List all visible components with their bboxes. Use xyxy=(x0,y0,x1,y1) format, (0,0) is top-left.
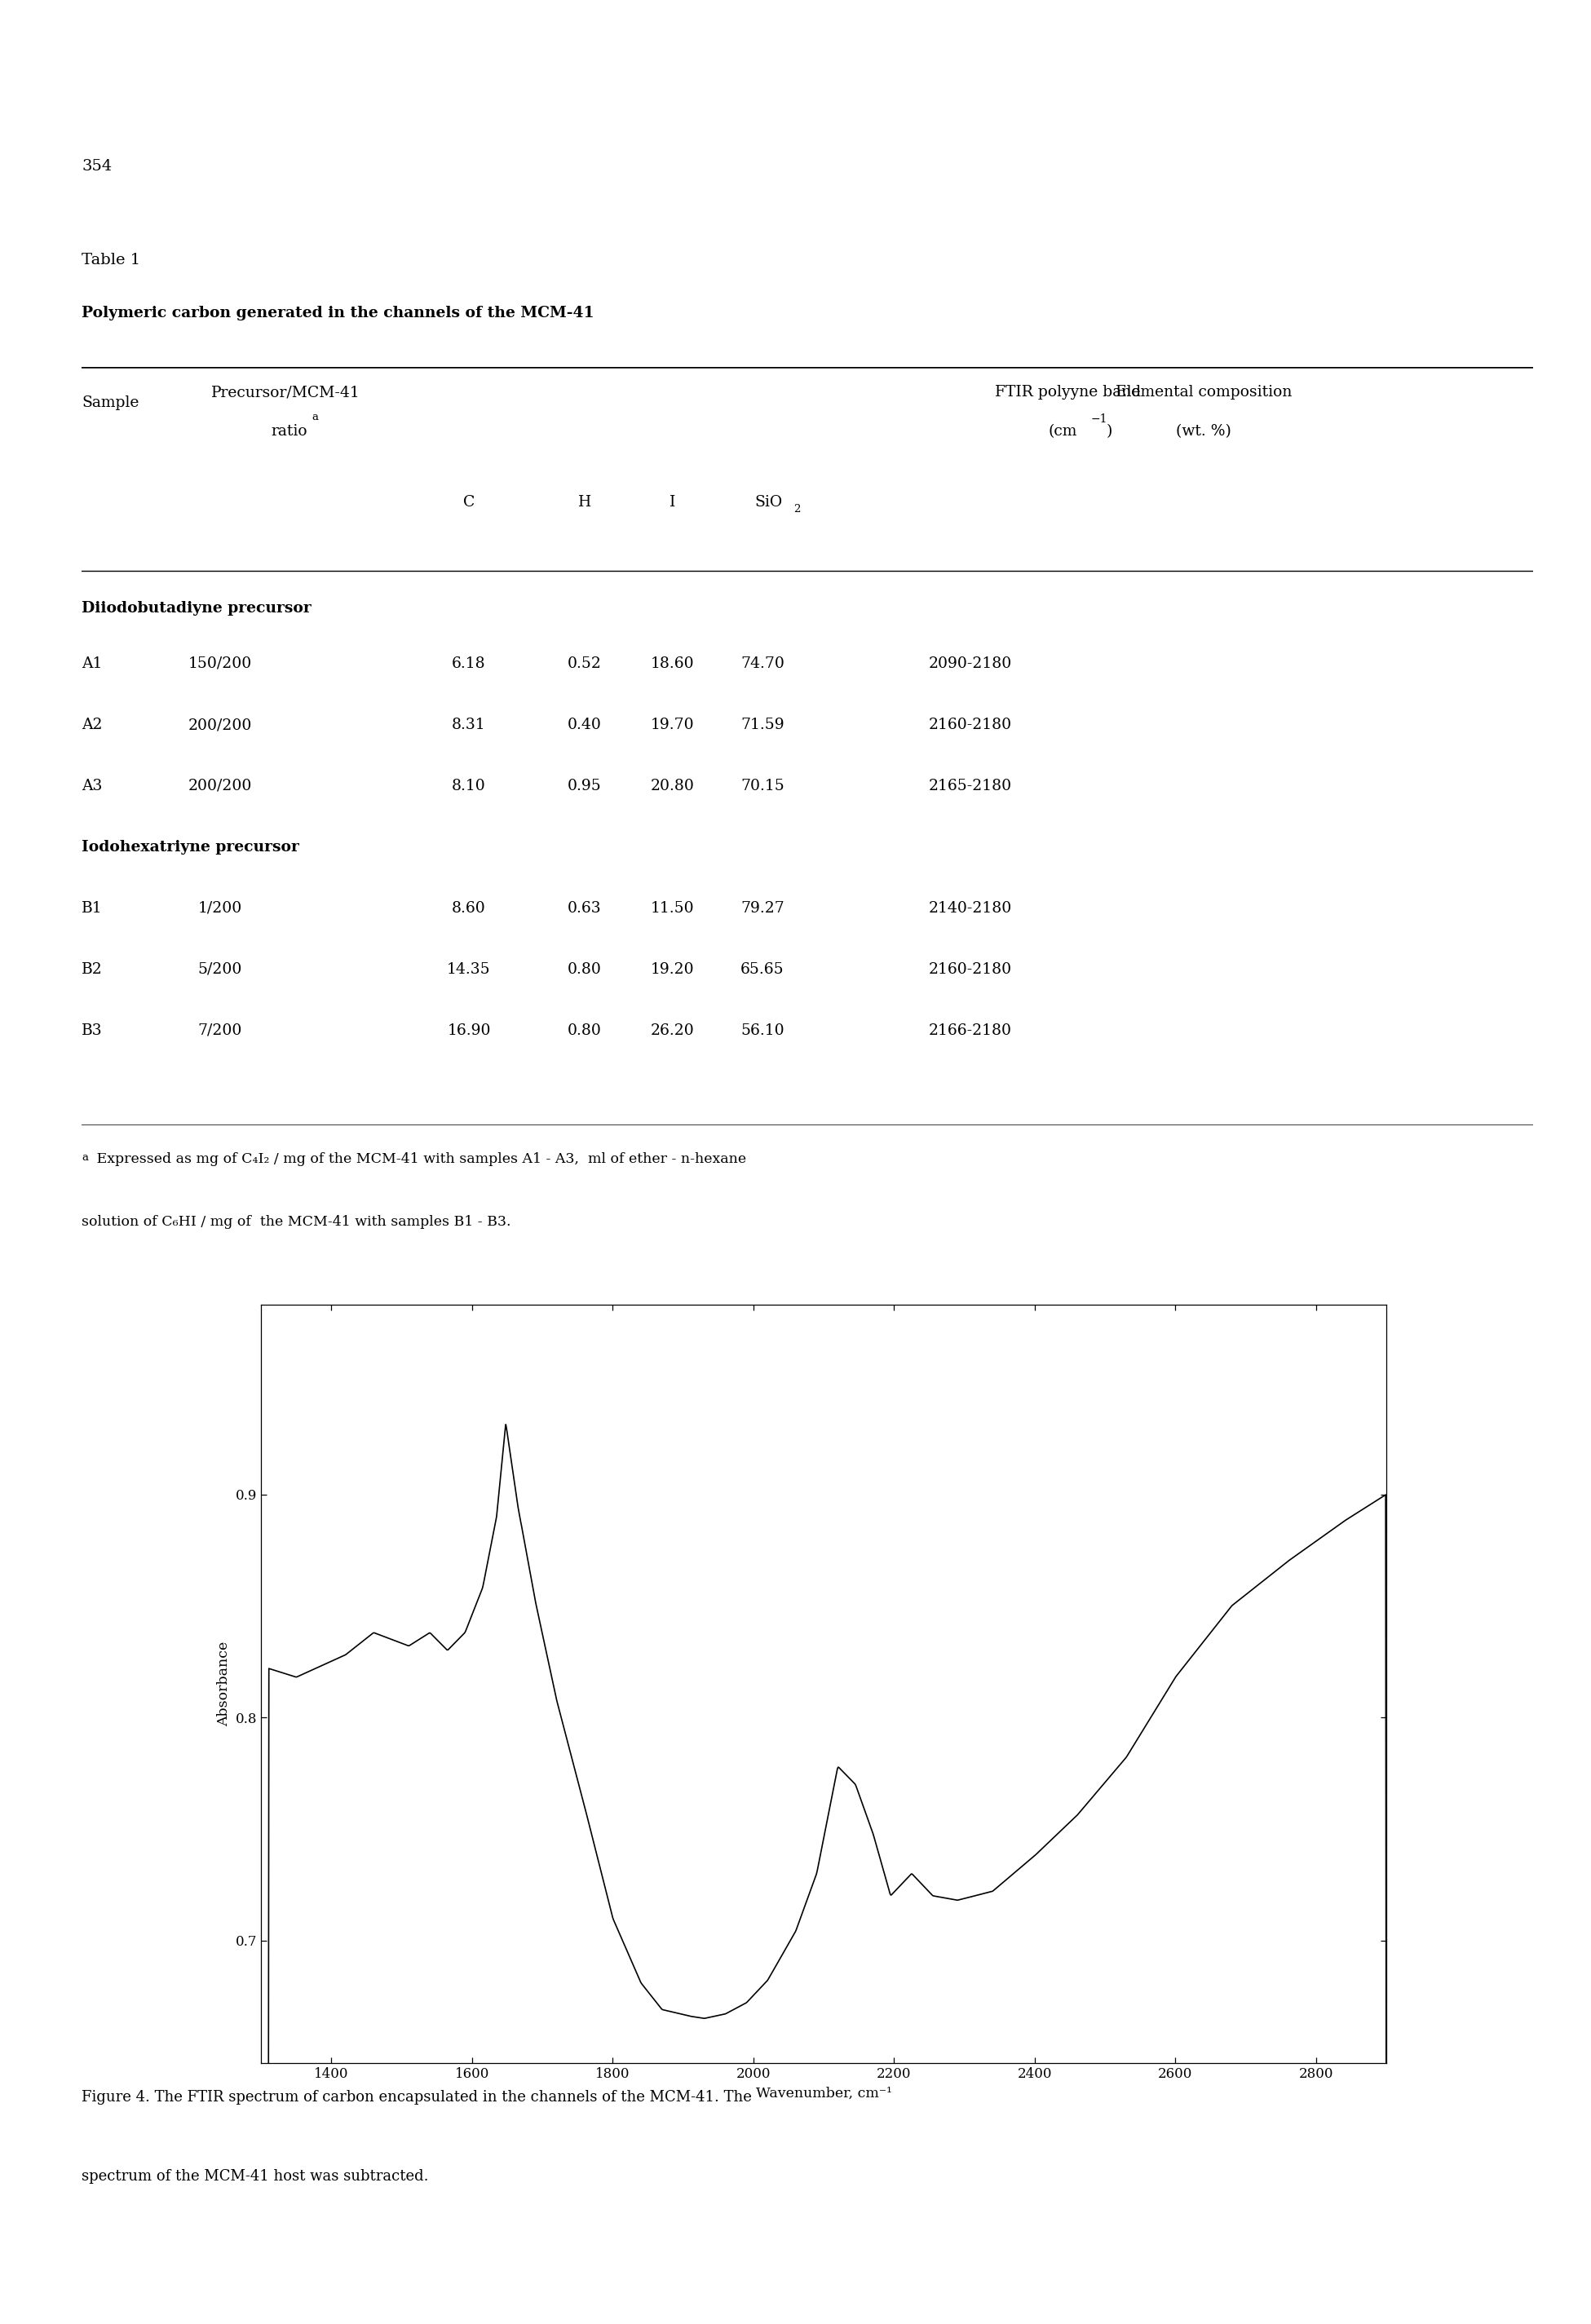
Text: A1: A1 xyxy=(81,655,102,672)
Text: 5/200: 5/200 xyxy=(197,962,242,976)
Text: 150/200: 150/200 xyxy=(188,655,251,672)
Text: 2140-2180: 2140-2180 xyxy=(929,902,1012,916)
Text: 0.63: 0.63 xyxy=(568,902,601,916)
Text: 200/200: 200/200 xyxy=(188,718,251,732)
Text: 2: 2 xyxy=(794,504,800,514)
Text: 8.60: 8.60 xyxy=(452,902,485,916)
Text: 18.60: 18.60 xyxy=(651,655,695,672)
Text: spectrum of the MCM-41 host was subtracted.: spectrum of the MCM-41 host was subtract… xyxy=(81,2168,428,2185)
Text: FTIR polyyne band: FTIR polyyne band xyxy=(996,386,1141,400)
Text: B1: B1 xyxy=(81,902,102,916)
Text: Elemental composition: Elemental composition xyxy=(1115,386,1292,400)
Text: (cm: (cm xyxy=(1048,423,1077,439)
Text: B3: B3 xyxy=(81,1023,102,1039)
Text: a: a xyxy=(81,1153,88,1162)
Text: 2160-2180: 2160-2180 xyxy=(929,718,1012,732)
Text: 0.80: 0.80 xyxy=(568,962,601,976)
Text: 354: 354 xyxy=(81,158,111,174)
Text: 79.27: 79.27 xyxy=(740,902,784,916)
Text: 7/200: 7/200 xyxy=(197,1023,242,1039)
Text: Iodohexatriyne precursor: Iodohexatriyne precursor xyxy=(81,839,299,855)
Text: 2166-2180: 2166-2180 xyxy=(929,1023,1012,1039)
Text: Figure 4. The FTIR spectrum of carbon encapsulated in the channels of the MCM-41: Figure 4. The FTIR spectrum of carbon en… xyxy=(81,2089,753,2106)
Text: 74.70: 74.70 xyxy=(740,655,784,672)
Text: 11.50: 11.50 xyxy=(651,902,695,916)
Text: Table 1: Table 1 xyxy=(81,253,140,267)
Text: B2: B2 xyxy=(81,962,102,976)
Text: 0.95: 0.95 xyxy=(568,779,601,792)
X-axis label: Wavenumber, cm⁻¹: Wavenumber, cm⁻¹ xyxy=(756,2087,891,2101)
Text: 19.20: 19.20 xyxy=(651,962,695,976)
Text: C: C xyxy=(463,495,474,509)
Text: Expressed as mg of C₄I₂ / mg of the MCM-41 with samples A1 - A3,  ml of ether - : Expressed as mg of C₄I₂ / mg of the MCM-… xyxy=(92,1153,746,1167)
Text: 8.31: 8.31 xyxy=(452,718,485,732)
Text: −1: −1 xyxy=(1091,414,1107,425)
Text: Diiodobutadiyne precursor: Diiodobutadiyne precursor xyxy=(81,602,312,616)
Text: SiO: SiO xyxy=(754,495,783,509)
Text: 71.59: 71.59 xyxy=(740,718,784,732)
Text: 0.40: 0.40 xyxy=(568,718,601,732)
Text: 6.18: 6.18 xyxy=(452,655,485,672)
Text: (wt. %): (wt. %) xyxy=(1176,423,1231,439)
Text: I: I xyxy=(670,495,676,509)
Text: Polymeric carbon generated in the channels of the MCM-41: Polymeric carbon generated in the channe… xyxy=(81,307,593,321)
Text: 200/200: 200/200 xyxy=(188,779,251,792)
Text: 2160-2180: 2160-2180 xyxy=(929,962,1012,976)
Text: solution of C₆HI / mg of  the MCM-41 with samples B1 - B3.: solution of C₆HI / mg of the MCM-41 with… xyxy=(81,1215,511,1229)
Text: ): ) xyxy=(1107,423,1112,439)
Text: 20.80: 20.80 xyxy=(651,779,695,792)
Text: 0.80: 0.80 xyxy=(568,1023,601,1039)
Text: 56.10: 56.10 xyxy=(740,1023,784,1039)
Text: ratio: ratio xyxy=(270,423,307,439)
Text: 8.10: 8.10 xyxy=(452,779,485,792)
Text: 65.65: 65.65 xyxy=(740,962,784,976)
Text: 1/200: 1/200 xyxy=(197,902,242,916)
Text: 26.20: 26.20 xyxy=(651,1023,695,1039)
Text: 14.35: 14.35 xyxy=(447,962,490,976)
Text: 2090-2180: 2090-2180 xyxy=(929,655,1012,672)
Text: a: a xyxy=(312,411,318,423)
Text: 70.15: 70.15 xyxy=(740,779,784,792)
Text: 16.90: 16.90 xyxy=(447,1023,490,1039)
Text: A2: A2 xyxy=(81,718,102,732)
Text: 2165-2180: 2165-2180 xyxy=(929,779,1012,792)
Y-axis label: Absorbance: Absorbance xyxy=(216,1641,231,1727)
Text: Sample: Sample xyxy=(81,395,138,409)
Text: 19.70: 19.70 xyxy=(651,718,695,732)
Text: 0.52: 0.52 xyxy=(568,655,601,672)
Text: Precursor/MCM-41: Precursor/MCM-41 xyxy=(212,386,360,400)
Text: A3: A3 xyxy=(81,779,102,792)
Text: H: H xyxy=(578,495,592,509)
